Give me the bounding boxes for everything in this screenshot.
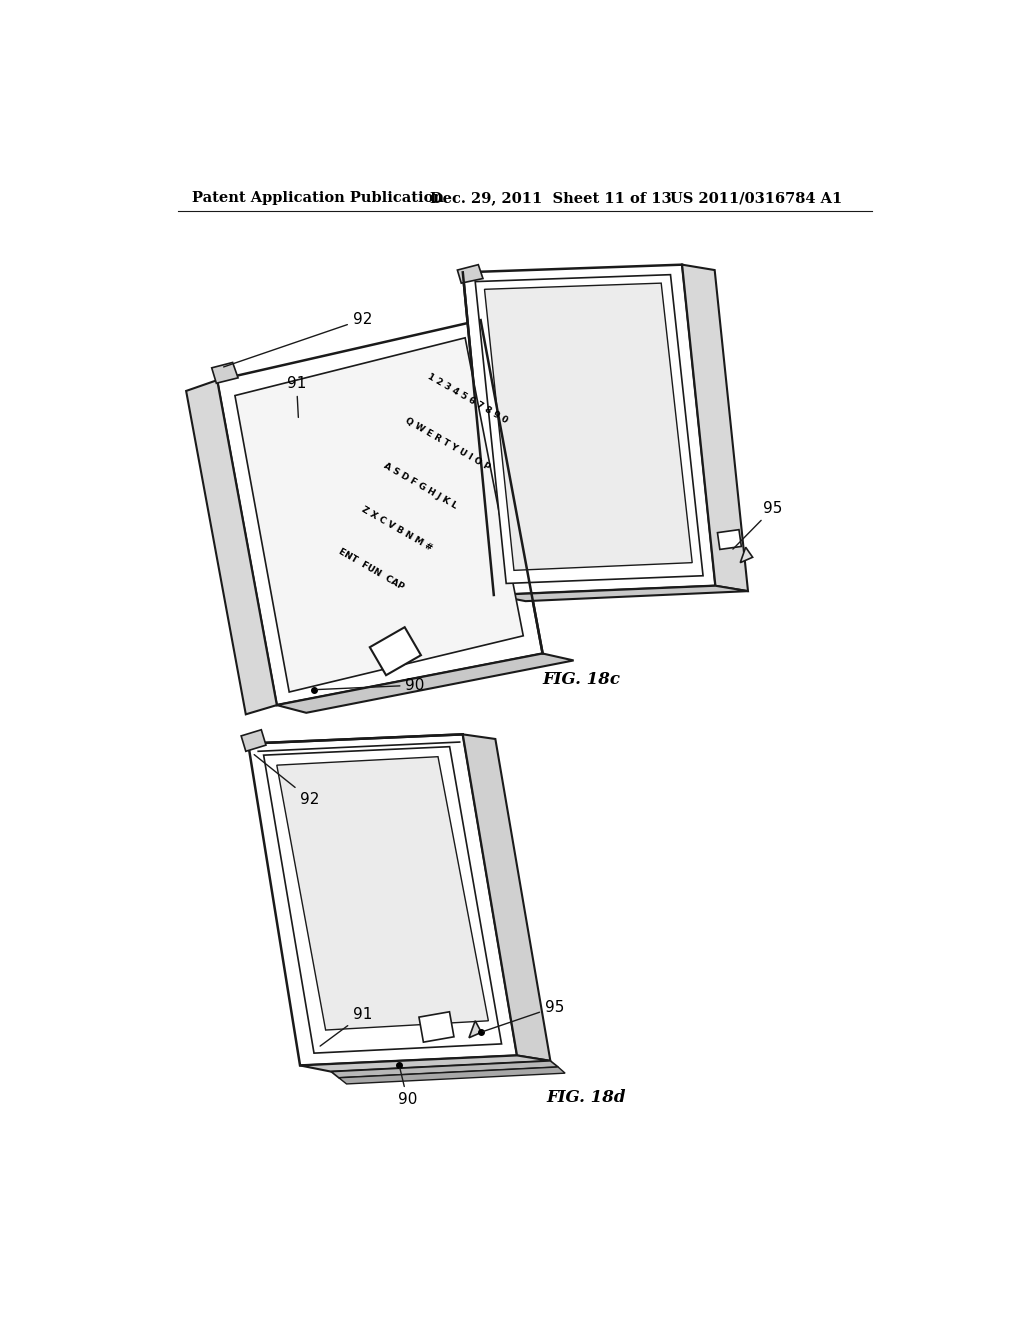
Polygon shape [469,1020,481,1038]
Polygon shape [212,363,238,383]
Polygon shape [475,275,703,583]
Polygon shape [248,734,517,1065]
Polygon shape [463,264,716,595]
Polygon shape [419,1011,454,1043]
Text: Patent Application Publication: Patent Application Publication [191,191,443,206]
Polygon shape [682,264,748,591]
Polygon shape [740,548,753,562]
Text: 92: 92 [254,755,319,807]
Polygon shape [186,380,276,714]
Polygon shape [276,756,488,1030]
Text: 1 2 3 4 5 6 7 8 9 0: 1 2 3 4 5 6 7 8 9 0 [426,372,510,425]
Polygon shape [263,747,502,1053]
Text: 95: 95 [483,999,564,1031]
Polygon shape [339,1067,565,1084]
Text: US 2011/0316784 A1: US 2011/0316784 A1 [671,191,843,206]
Polygon shape [370,627,421,676]
Polygon shape [458,264,483,284]
Text: A S D F G H J K L: A S D F G H J K L [382,461,458,511]
Text: FIG. 18c: FIG. 18c [543,672,621,688]
Text: 90: 90 [397,1068,417,1107]
Text: 90: 90 [316,677,425,693]
Text: Dec. 29, 2011  Sheet 11 of 13: Dec. 29, 2011 Sheet 11 of 13 [430,191,672,206]
Polygon shape [718,529,741,549]
Polygon shape [494,586,748,601]
Polygon shape [241,730,266,751]
Text: ENT  FUN  CAP: ENT FUN CAP [337,548,406,591]
Text: 95: 95 [733,500,783,549]
Text: Q W E R T Y U I O P: Q W E R T Y U I O P [403,416,492,473]
Text: Z X C V B N M #: Z X C V B N M # [359,504,433,553]
Text: 91: 91 [287,376,306,417]
Text: FIG. 18d: FIG. 18d [547,1089,626,1106]
Polygon shape [234,338,523,692]
Polygon shape [463,734,550,1061]
Text: 91: 91 [321,1007,372,1045]
Polygon shape [300,1056,550,1072]
Polygon shape [276,653,573,713]
Polygon shape [217,321,543,705]
Polygon shape [484,284,692,570]
Text: 92: 92 [223,312,372,367]
Polygon shape [331,1061,558,1077]
